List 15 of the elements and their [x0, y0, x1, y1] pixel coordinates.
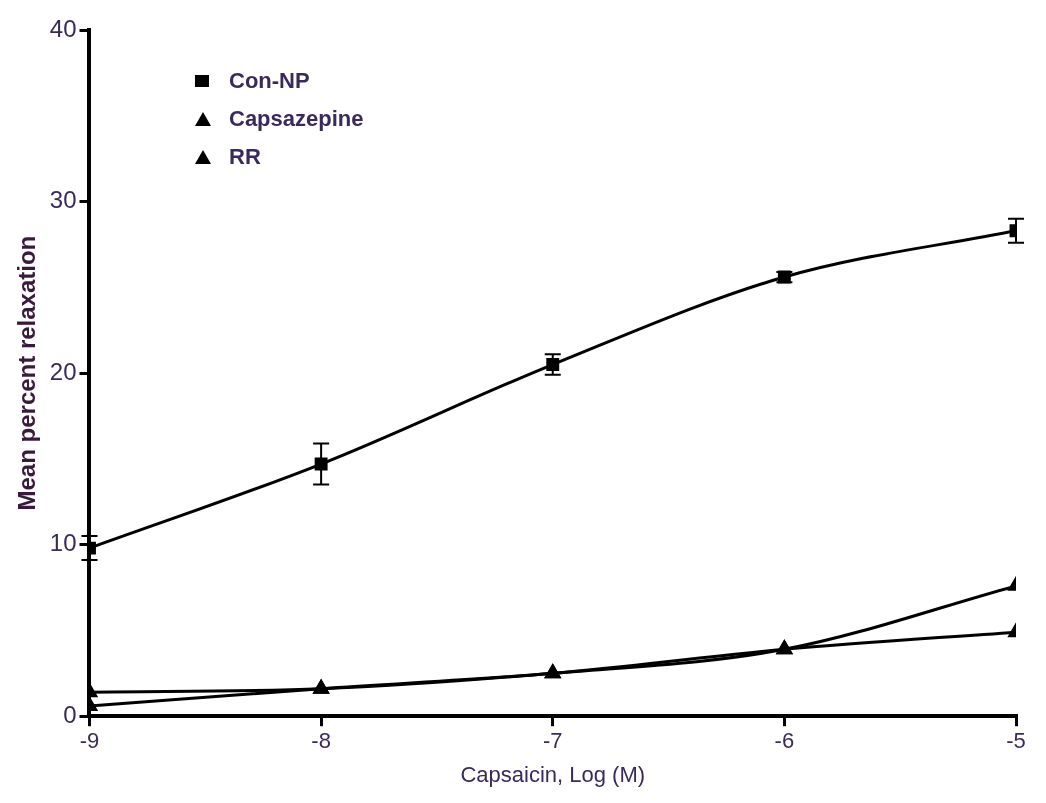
legend-label: RR	[229, 144, 261, 170]
legend-label: Capsazepine	[229, 106, 364, 132]
x-tick-label: -9	[79, 728, 100, 754]
y-axis-title: Mean percent relaxation	[13, 235, 41, 511]
legend-label: Con-NP	[229, 68, 310, 94]
y-tick-label: 0	[63, 700, 77, 728]
y-tick-label: 20	[49, 357, 77, 385]
x-tick-label: -8	[311, 728, 331, 754]
y-tick-label: 40	[49, 14, 77, 42]
x-tick-label: -5	[1006, 728, 1026, 754]
y-tick-label: 10	[49, 529, 77, 557]
x-tick-label: -6	[774, 728, 795, 754]
x-tick-label: -7	[542, 728, 563, 754]
x-axis-title: Capsaicin, Log (M)	[460, 761, 646, 787]
y-tick-label: 30	[49, 186, 77, 214]
